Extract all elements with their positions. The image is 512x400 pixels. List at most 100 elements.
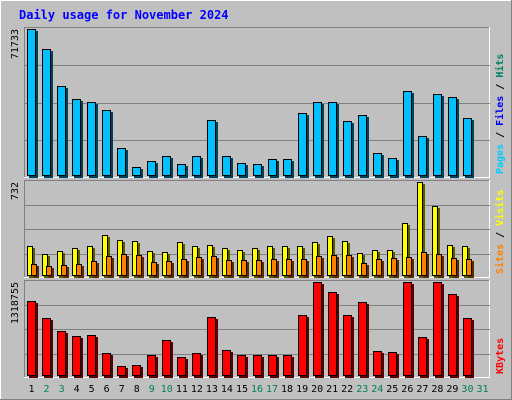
- bar-sites-day-20: [316, 256, 324, 278]
- bar-face: [147, 161, 156, 176]
- x-tick-day-24: 24: [371, 384, 383, 395]
- bar-hits-day-18: [283, 159, 294, 178]
- bar-kbytes-day-16: [253, 355, 264, 378]
- x-tick-day-7: 7: [119, 384, 125, 395]
- bar-face: [463, 318, 472, 376]
- bar-face: [286, 259, 292, 276]
- bar-sites-day-27: [421, 252, 429, 278]
- x-axis-tick-labels: 1 2 3 4 5 6 7 8 9 10 11 12 13 14 15 16 17 18 19 20 21 22 23 24 2…: [29, 384, 489, 395]
- bar-face: [418, 136, 427, 176]
- bar-sites-day-15: [241, 260, 249, 278]
- bar-face: [433, 282, 442, 376]
- bar-face: [226, 260, 232, 276]
- x-tick-day-16: 16: [251, 384, 263, 395]
- series-legend: Pages / Files / Hits: [494, 54, 506, 174]
- bar-kbytes-day-10: [162, 340, 173, 378]
- x-tick-day-2: 2: [44, 384, 50, 395]
- series-kbytes: [27, 282, 474, 378]
- bar-hits-day-7: [117, 148, 128, 178]
- bar-face: [192, 156, 201, 176]
- bar-face: [91, 261, 97, 276]
- x-tick-day-6: 6: [104, 384, 110, 395]
- bar-hits-day-20: [313, 102, 324, 178]
- x-tick-day-31: 31: [476, 384, 488, 395]
- bar-face: [121, 254, 127, 276]
- bar-hits-day-16: [253, 164, 264, 178]
- bar-face: [207, 317, 216, 376]
- x-tick-day-5: 5: [89, 384, 95, 395]
- bar-face: [237, 163, 246, 176]
- bar-face: [436, 254, 442, 276]
- bar-face: [432, 206, 438, 276]
- bar-sites-day-13: [211, 256, 219, 278]
- x-tick-day-1: 1: [29, 384, 35, 395]
- bar-face: [57, 251, 63, 276]
- series-hits: [27, 29, 474, 178]
- bar-hits-day-27: [418, 136, 429, 178]
- bar-kbytes-day-23: [358, 302, 369, 378]
- bar-face: [46, 266, 52, 276]
- bar-face: [222, 156, 231, 176]
- bar-kbytes-day-18: [283, 355, 294, 378]
- bar-face: [27, 301, 36, 376]
- bar-face: [403, 91, 412, 176]
- x-tick-day-27: 27: [416, 384, 428, 395]
- legend-part-2: Files: [494, 96, 506, 126]
- bar-sites-day-10: [166, 261, 174, 278]
- bar-sites-day-4: [76, 264, 84, 278]
- bar-face: [117, 148, 126, 176]
- x-tick-day-11: 11: [176, 384, 188, 395]
- bar-sites-day-12: [196, 257, 204, 278]
- bar-face: [87, 102, 96, 176]
- bar-face: [358, 302, 367, 376]
- bar-kbytes-day-3: [57, 331, 68, 378]
- x-tick-day-17: 17: [266, 384, 278, 395]
- bar-face: [147, 355, 156, 376]
- bar-face: [331, 255, 337, 276]
- bar-kbytes-day-6: [102, 353, 113, 378]
- bar-sites-day-1: [31, 264, 39, 278]
- bar-face: [42, 318, 51, 376]
- bar-face: [61, 265, 67, 276]
- bar-face: [27, 246, 33, 276]
- bar-kbytes-day-30: [463, 318, 474, 378]
- bar-face: [298, 113, 307, 176]
- bar-face: [343, 121, 352, 176]
- bar-face: [136, 255, 142, 276]
- x-tick-day-29: 29: [446, 384, 458, 395]
- bar-face: [328, 292, 337, 376]
- bar-face: [358, 115, 367, 176]
- y-max-label: 1318755: [10, 282, 21, 324]
- bar-face: [343, 315, 352, 376]
- bar-face: [102, 235, 108, 276]
- legend-part-0: Sites: [494, 244, 506, 274]
- bar-kbytes-day-21: [328, 292, 339, 378]
- chart-title: Daily usage for November 2024: [19, 8, 229, 22]
- bar-kbytes-day-1: [27, 301, 38, 378]
- series-legend: KBytes: [495, 338, 506, 374]
- bar-face: [391, 258, 397, 276]
- legend-part-1: /: [495, 126, 506, 144]
- legend-part-0: KBytes: [495, 338, 506, 374]
- bar-sites-day-2: [46, 266, 54, 278]
- series-sites: [31, 252, 474, 278]
- x-tick-day-19: 19: [296, 384, 308, 395]
- x-tick-day-9: 9: [149, 384, 155, 395]
- bar-face: [283, 159, 292, 176]
- bar-hits-day-12: [192, 156, 203, 178]
- x-tick-day-3: 3: [59, 384, 65, 395]
- bar-hits-day-25: [388, 158, 399, 178]
- bar-face: [346, 255, 352, 276]
- x-tick-day-20: 20: [311, 384, 323, 395]
- bar-face: [192, 353, 201, 376]
- bar-sites-day-9: [151, 262, 159, 278]
- bar-face: [313, 102, 322, 176]
- bar-sites-day-21: [331, 255, 339, 278]
- bar-face: [418, 337, 427, 376]
- bar-face: [376, 259, 382, 276]
- bar-hits-day-14: [222, 156, 233, 178]
- bar-face: [268, 159, 277, 176]
- bar-visits-day-28: [432, 206, 440, 278]
- bar-face: [162, 156, 171, 176]
